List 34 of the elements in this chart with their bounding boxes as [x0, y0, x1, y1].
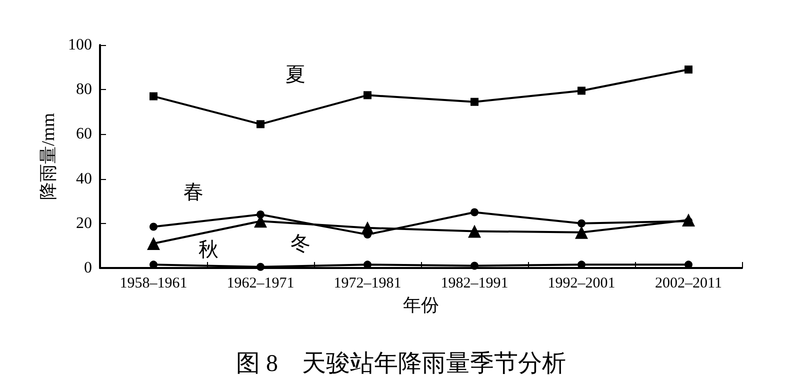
x-tick-label: 1992–2001 [548, 276, 616, 292]
point [470, 262, 478, 270]
point [575, 226, 588, 239]
x-tick-label: 2002–2011 [655, 276, 722, 292]
y-tick-label: 40 [76, 170, 92, 188]
point [256, 120, 264, 128]
x-tick-label: 1982–1991 [440, 276, 508, 292]
point [684, 66, 692, 74]
x-tick-label: 1958–1961 [120, 276, 188, 292]
y-tick-label: 0 [84, 260, 92, 276]
point [468, 224, 481, 238]
y-tick-label: 20 [76, 214, 92, 232]
series-label: 冬 [290, 232, 310, 255]
point [147, 236, 160, 250]
y-axis-title: 降雨量/mm [38, 112, 58, 200]
point [150, 92, 158, 100]
point [364, 91, 372, 100]
point [470, 208, 478, 216]
x-tick-label: 1962–1971 [226, 276, 294, 292]
point [578, 219, 586, 228]
series-label: 春 [184, 182, 204, 204]
series-label: 夏 [286, 64, 306, 86]
point [578, 86, 586, 95]
point [150, 222, 158, 231]
series-label: 秋 [198, 238, 218, 261]
y-tick-label: 60 [76, 126, 92, 143]
y-tick-label: 100 [68, 36, 92, 54]
point [256, 210, 264, 218]
text: 图 8 天骏站年降雨量季节分析 [236, 351, 566, 377]
point [470, 98, 478, 106]
y-tick-label: 80 [76, 81, 92, 98]
x-tick-label: 1972–1981 [334, 276, 402, 292]
point [256, 262, 264, 271]
x-axis-title: 年份 [403, 295, 439, 315]
